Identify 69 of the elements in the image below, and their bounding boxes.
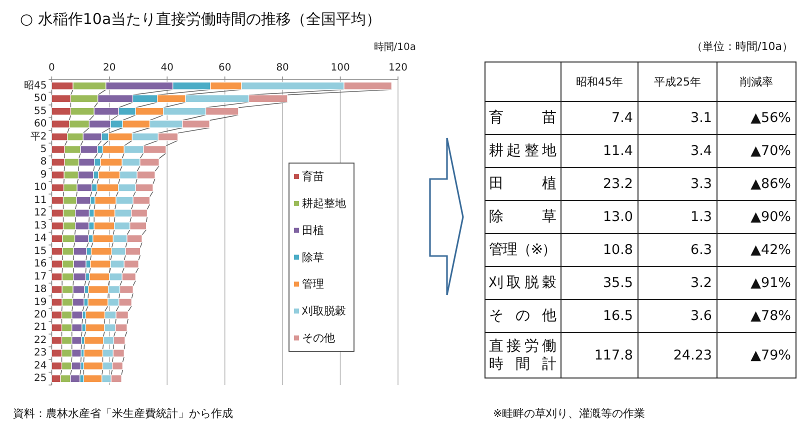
category-label: 育苗 — [489, 109, 557, 126]
text: 削減率 — [740, 75, 773, 88]
x-tick-label: 120 — [388, 62, 408, 74]
y-tick-label: 15 — [34, 246, 47, 257]
data-label: 3.6 — [690, 308, 712, 324]
y-tick-label: 23 — [34, 348, 47, 359]
text: （単位：時間/10a） — [692, 40, 793, 53]
y-tick-label: 21 — [34, 322, 47, 334]
data-label: ▲56% — [750, 110, 792, 126]
y-tick-label: 20 — [34, 309, 47, 320]
data-label: 3.1 — [690, 110, 712, 126]
y-tick-label: 14 — [34, 233, 47, 244]
y-tick-label: 16 — [34, 258, 47, 270]
y-tick-label: 13 — [34, 220, 47, 232]
legend-label: 刈取脱穀 — [301, 304, 346, 318]
category-label: その他 — [489, 307, 557, 324]
data-label: ▲79% — [750, 347, 792, 364]
y-tick-label: 50 — [34, 93, 47, 104]
text: ※畦畔の草刈り、灌漑等の作業 — [493, 407, 646, 420]
category-label: 耕起整地 — [489, 142, 557, 159]
data-label: ▲78% — [750, 308, 792, 324]
category-label: 直接労働時間計 — [489, 337, 557, 372]
x-tick-label: 40 — [160, 62, 174, 74]
legend-label: 除草 — [302, 250, 324, 264]
category-label: 田植 — [489, 175, 557, 192]
legend-label: 育苗 — [302, 170, 324, 184]
y-tick-label: 9 — [40, 169, 47, 180]
data-label: 3.2 — [690, 275, 712, 291]
data-label: 1.3 — [690, 209, 712, 225]
y-tick-label: 22 — [34, 334, 47, 346]
data-label: ▲90% — [750, 209, 792, 225]
y-tick-label: 24 — [34, 360, 47, 372]
data-label: ▲91% — [750, 275, 792, 291]
y-tick-label: 17 — [34, 271, 47, 282]
y-tick-label: 55 — [34, 106, 47, 117]
y-tick-label: 18 — [34, 284, 47, 296]
data-label: 3.3 — [690, 176, 712, 192]
data-label: 24.23 — [673, 347, 712, 364]
y-tick-label: 5 — [40, 144, 47, 156]
y-tick-label: 25 — [34, 373, 47, 384]
y-tick-label: 平2 — [30, 131, 47, 142]
category-label: 除草 — [489, 208, 557, 225]
y-tick-label: 12 — [34, 208, 47, 219]
y-tick-label: 19 — [34, 296, 47, 308]
y-tick-label: 8 — [40, 156, 47, 168]
category-label: 管理（※） — [489, 242, 557, 258]
y-tick-label: 60 — [34, 118, 47, 130]
x-tick-label: 20 — [103, 62, 116, 74]
x-tick-label: 80 — [276, 62, 289, 74]
chart-title: ○ 水稲作10a当たり直接労働時間の推移（全国平均） — [20, 10, 382, 28]
legend-label: その他 — [302, 331, 335, 344]
data-label: 6.3 — [690, 242, 712, 258]
x-tick-label: 100 — [330, 62, 350, 74]
x-axis-title: 時間/10a — [374, 41, 416, 53]
text: 平成25年 — [654, 75, 701, 88]
data-label: ▲70% — [750, 143, 792, 159]
x-tick-label: 0 — [48, 62, 55, 74]
data-label: ▲42% — [750, 242, 792, 258]
y-tick-label: 昭45 — [24, 80, 47, 92]
category-label: 刈取脱穀 — [488, 274, 557, 291]
y-tick-label: 10 — [34, 182, 47, 194]
legend-label: 耕起整地 — [302, 196, 346, 210]
data-label: ▲86% — [750, 176, 792, 192]
legend-label: 管理 — [302, 278, 324, 291]
y-tick-label: 11 — [34, 194, 47, 206]
legend-label: 田植 — [302, 224, 324, 237]
text: 資料：農林水産省「米生産費統計」から作成 — [13, 407, 233, 420]
x-tick-label: 60 — [218, 62, 232, 74]
data-label: 3.4 — [690, 143, 712, 159]
